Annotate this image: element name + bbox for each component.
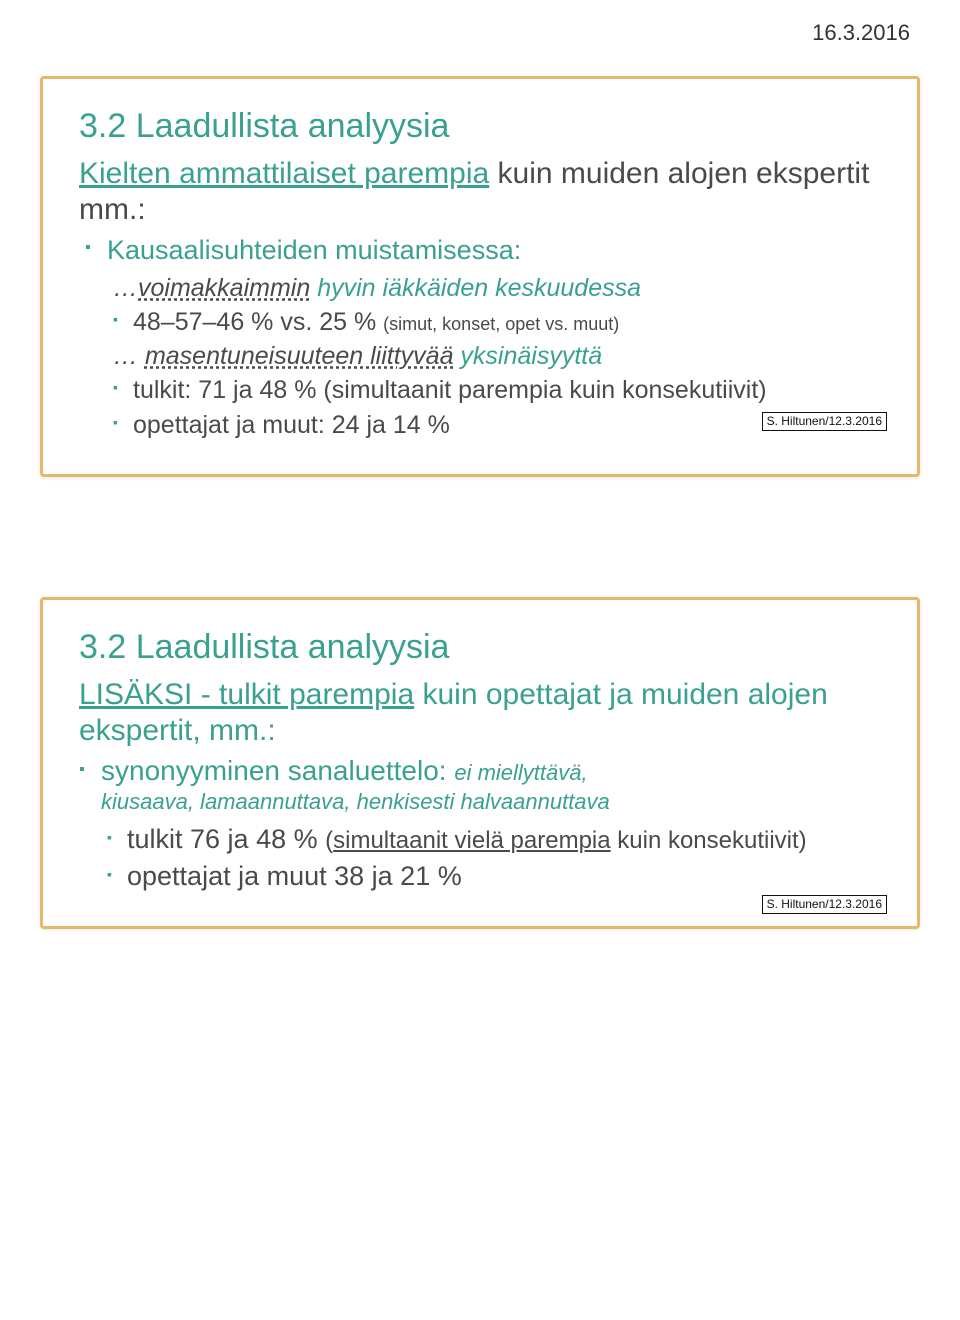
- slide2-opet-row: opettajat ja muut 38 ja 21 % S. Hiltunen…: [79, 860, 881, 894]
- slide1-sub-tulkit: tulkit: 71 ja 48 % (simultaanit parempia…: [85, 375, 881, 406]
- syn-sub: kiusaava, lamaannuttava, henkisesti halv…: [79, 789, 881, 815]
- masentuneisuuteen: masentuneisuuteen liittyvää: [145, 342, 454, 370]
- tulkit-text-a: tulkit 76 ja 48 %: [127, 824, 325, 854]
- syn-main: synonyyminen sanaluettelo:: [101, 755, 454, 786]
- tulkit-text-d: kuin konsekutiivit): [611, 827, 807, 854]
- slide1-lead-underline: Kielten ammattilaiset parempia: [79, 157, 489, 190]
- slide2-title: 3.2 Laadullista analyysia: [79, 628, 881, 667]
- slide1-bullet-kausal: Kausaalisuhteiden muistamisessa:: [85, 234, 881, 268]
- slide2-tulkit: tulkit 76 ja 48 % (simultaanit vielä par…: [79, 823, 881, 857]
- slide1-bullets: Kausaalisuhteiden muistamisessa: …voimak…: [79, 234, 881, 442]
- pct-main: 48–57–46 % vs. 25 %: [133, 308, 383, 336]
- prefix-ellipsis: …: [113, 274, 138, 302]
- slide1-sub-opet-row: opettajat ja muut: 24 ja 14 % S. Hiltune…: [85, 410, 881, 441]
- attribution-tag-1: S. Hiltunen/12.3.2016: [762, 412, 887, 431]
- prefix-ellipsis-2: …: [113, 342, 145, 370]
- slide2-syn-line: synonyyminen sanaluettelo: ei miellyttäv…: [79, 755, 881, 787]
- slide2-opet: opettajat ja muut 38 ja 21 %: [127, 861, 462, 891]
- slide2-lead: LISÄKSI - tulkit parempia kuin opettajat…: [79, 677, 881, 749]
- syn-tail: ei miellyttävä,: [454, 760, 587, 785]
- slide-1: 3.2 Laadullista analyysia Kielten ammatt…: [40, 76, 920, 477]
- slide1-italic-voim: …voimakkaimmin hyvin iäkkäiden keskuudes…: [85, 274, 881, 303]
- page: 16.3.2016 3.2 Laadullista analyysia Kiel…: [0, 0, 960, 989]
- attribution-tag-2: S. Hiltunen/12.3.2016: [762, 895, 887, 914]
- slide1-lead: Kielten ammattilaiset parempia kuin muid…: [79, 156, 881, 228]
- slide1-sub-opet: opettajat ja muut: 24 ja 14 %: [133, 411, 450, 439]
- slide1-italic-masen: … masentuneisuuteen liittyvää yksinäisyy…: [85, 342, 881, 371]
- page-date: 16.3.2016: [40, 20, 920, 46]
- masen-tail: yksinäisyyttä: [453, 342, 602, 370]
- slide-2: 3.2 Laadullista analyysia LISÄKSI - tulk…: [40, 597, 920, 930]
- tulkit-text-c: simultaanit vielä parempia: [333, 827, 610, 854]
- slide1-title: 3.2 Laadullista analyysia: [79, 107, 881, 146]
- tulkit-text-b: (: [325, 827, 333, 854]
- pct-note: (simut, konset, opet vs. muut): [383, 314, 619, 334]
- slide1-sub-pct: 48–57–46 % vs. 25 % (simut, konset, opet…: [85, 307, 881, 338]
- slide2-lead-underline: LISÄKSI - tulkit parempia: [79, 678, 414, 711]
- voimakkaimmin: voimakkaimmin: [138, 274, 310, 302]
- voim-tail: hyvin iäkkäiden keskuudessa: [310, 274, 641, 302]
